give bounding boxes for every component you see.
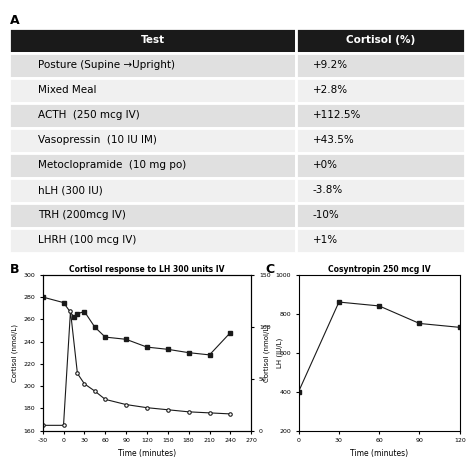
X-axis label: Time (minutes): Time (minutes) [350, 449, 408, 458]
X-axis label: Time (minutes): Time (minutes) [118, 449, 176, 458]
Title: Cosyntropin 250 mcg IV: Cosyntropin 250 mcg IV [328, 265, 430, 274]
Text: A: A [9, 14, 19, 27]
Text: B: B [9, 263, 19, 276]
Y-axis label: Cortisol (nmol/L): Cortisol (nmol/L) [264, 324, 270, 382]
Y-axis label: LH (IU/L): LH (IU/L) [276, 338, 283, 368]
Y-axis label: Cortisol (nmol/L): Cortisol (nmol/L) [11, 324, 18, 382]
Text: C: C [265, 263, 274, 276]
Title: Cortisol response to LH 300 units IV: Cortisol response to LH 300 units IV [69, 265, 225, 274]
